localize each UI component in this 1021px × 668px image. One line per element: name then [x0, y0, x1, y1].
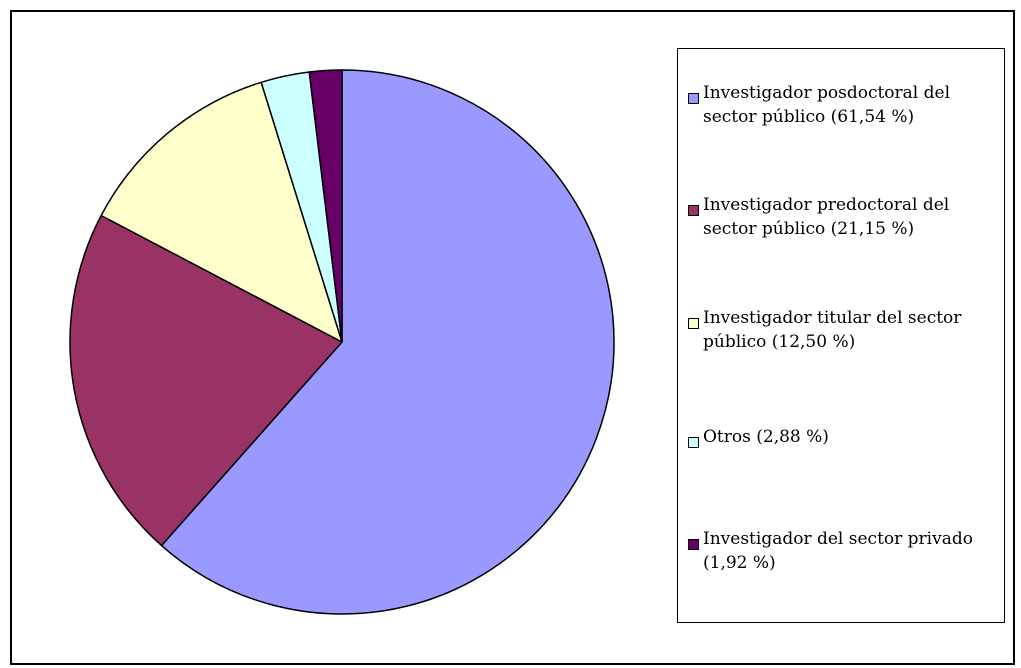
pie-slice-posdoctoral: [160, 69, 615, 615]
legend-label-posdoctoral: Investigador posdoctoral del sector públ…: [703, 83, 951, 127]
legend-item-titular: Investigador titular del sector público …: [688, 306, 988, 354]
pie-slice-privado: [308, 69, 343, 343]
legend-swatch-privado: [688, 539, 699, 550]
legend-item-privado: Investigador del sector privado (1,92 %): [688, 527, 988, 575]
legend-item-otros: Otros (2,88 %): [688, 425, 988, 449]
legend-item-posdoctoral: Investigador posdoctoral del sector públ…: [688, 81, 988, 129]
legend-label-predoctoral: Investigador predoctoral del sector públ…: [703, 195, 950, 239]
legend-label-titular: Investigador titular del sector público …: [703, 308, 962, 352]
legend-label-otros: Otros (2,88 %): [703, 427, 829, 447]
legend-swatch-titular: [688, 318, 699, 329]
legend-swatch-predoctoral: [688, 205, 699, 216]
legend-swatch-otros: [688, 437, 699, 448]
legend-label-privado: Investigador del sector privado (1,92 %): [703, 529, 973, 573]
pie-slice-titular: [100, 81, 343, 343]
legend: Investigador posdoctoral del sector públ…: [677, 48, 1005, 623]
pie-slice-predoctoral: [69, 214, 343, 547]
legend-item-predoctoral: Investigador predoctoral del sector públ…: [688, 193, 988, 241]
legend-swatch-posdoctoral: [688, 93, 699, 104]
